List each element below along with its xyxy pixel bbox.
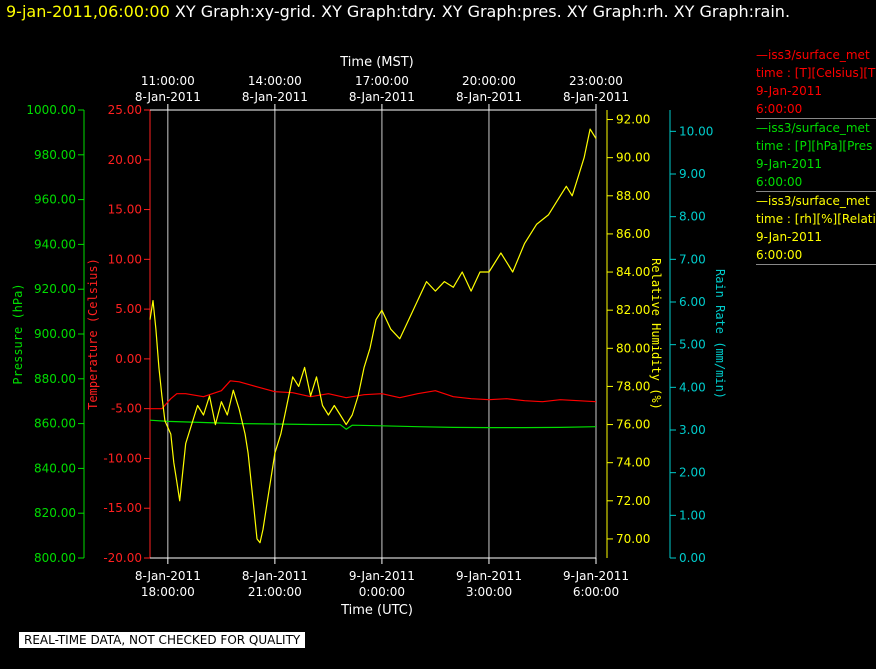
top-tick-date: 8-Jan-2011	[456, 90, 522, 104]
plot-frame	[150, 109, 596, 559]
legend-variable: time : [T][Celsius][T	[756, 66, 876, 80]
bottom-tick-clock: 0:00:00	[359, 585, 405, 599]
rain-tick-label: 8.00	[679, 210, 706, 224]
temperature-tick-label: 15.00	[108, 203, 142, 217]
header-date-time: 9-jan-2011,06:00:00	[6, 2, 170, 21]
temperature-axis-title: Temperature (Celsius)	[86, 258, 100, 410]
legend-variable: time : [rh][%][Relati	[756, 212, 876, 226]
bottom-tick-clock: 6:00:00	[573, 585, 619, 599]
rain-tick-label: 4.00	[679, 380, 706, 394]
pressure-tick-label: 820.00	[34, 506, 76, 520]
legend-source: —iss3/surface_met	[756, 48, 870, 62]
top-tick-clock: 23:00:00	[569, 74, 623, 88]
temperature-tick-label: -5.00	[111, 402, 142, 416]
temperature-tick-label: 0.00	[115, 352, 142, 366]
legend-variable: time : [P][hPa][Pres	[756, 139, 873, 153]
humidity-tick-label: 88.00	[616, 189, 650, 203]
legend-time: 6:00:00	[756, 102, 803, 116]
top-tick-date: 8-Jan-2011	[349, 90, 415, 104]
humidity-tick-label: 70.00	[616, 532, 650, 546]
temperature-tick-label: -10.00	[103, 451, 142, 465]
top-tick-clock: 11:00:00	[141, 74, 195, 88]
rain-tick-label: 2.00	[679, 466, 706, 480]
rain-tick-label: 5.00	[679, 338, 706, 352]
humidity-axis-title: Relative Humidity (%)	[649, 258, 663, 410]
bottom-tick-date: 9-Jan-2011	[563, 569, 629, 583]
rain-tick-label: 7.00	[679, 252, 706, 266]
rain-tick-label: 9.00	[679, 167, 706, 181]
humidity-tick-label: 90.00	[616, 151, 650, 165]
temperature-tick-label: -20.00	[103, 551, 142, 565]
legend-entry-humidity: —iss3/surface_met time : [rh][%][Relati …	[756, 192, 876, 265]
pressure-tick-label: 840.00	[34, 461, 76, 475]
rain-tick-label: 6.00	[679, 295, 706, 309]
quality-note: REAL-TIME DATA, NOT CHECKED FOR QUALITY	[19, 632, 306, 648]
grid-lines	[167, 110, 597, 558]
legend-date: 9-Jan-2011	[756, 230, 822, 244]
rain-axis-title: Rain Rate (mm/min)	[713, 269, 727, 399]
legend: —iss3/surface_met time : [T][Celsius][T …	[756, 46, 876, 265]
bottom-tick-clock: 18:00:00	[141, 585, 195, 599]
pressure-tick-label: 980.00	[34, 148, 76, 162]
temperature-tick-label: 10.00	[108, 252, 142, 266]
pressure-tick-label: 800.00	[34, 551, 76, 565]
humidity-tick-label: 84.00	[616, 265, 650, 279]
legend-source: —iss3/surface_met	[756, 194, 870, 208]
humidity-tick-label: 74.00	[616, 456, 650, 470]
temperature-tick-label: -15.00	[103, 501, 142, 515]
humidity-tick-label: 78.00	[616, 379, 650, 393]
header-graph-titles: XY Graph:xy-grid. XY Graph:tdry. XY Grap…	[174, 2, 791, 21]
pressure-tick-label: 860.00	[34, 417, 76, 431]
series-layer	[149, 128, 597, 544]
bottom-tick-date: 9-Jan-2011	[456, 569, 522, 583]
top-axis-title: Time (MST)	[339, 55, 414, 70]
bottom-tick-clock: 3:00:00	[466, 585, 512, 599]
top-tick-clock: 14:00:00	[248, 74, 302, 88]
legend-time: 6:00:00	[756, 248, 803, 262]
humidity-tick-label: 82.00	[616, 303, 650, 317]
rain-tick-label: 0.00	[679, 551, 706, 565]
axis-ticks: 8-Jan-2011 18:00:00 8-Jan-2011 21:00:00 9-Ja…	[11, 74, 727, 599]
rain-tick-label: 1.00	[679, 508, 706, 522]
legend-entry-temperature: —iss3/surface_met time : [T][Celsius][T …	[756, 46, 876, 119]
humidity-tick-label: 80.00	[616, 341, 650, 355]
pressure-tick-label: 920.00	[34, 282, 76, 296]
humidity-tick-label: 86.00	[616, 227, 650, 241]
header-title: 9-jan-2011,06:00:00 XY Graph:xy-grid. XY…	[6, 2, 790, 21]
rain-tick-label: 3.00	[679, 423, 706, 437]
pressure-series-line	[149, 419, 597, 430]
rain-tick-label: 10.00	[679, 124, 713, 138]
legend-date: 9-Jan-2011	[756, 157, 822, 171]
pressure-tick-label: 880.00	[34, 372, 76, 386]
bottom-tick-date: 8-Jan-2011	[135, 569, 201, 583]
top-tick-clock: 17:00:00	[355, 74, 409, 88]
temperature-tick-label: 25.00	[108, 103, 142, 117]
pressure-axis-title: Pressure (hPa)	[11, 283, 25, 384]
legend-date: 9-Jan-2011	[756, 84, 822, 98]
bottom-tick-date: 8-Jan-2011	[242, 569, 308, 583]
humidity-tick-label: 76.00	[616, 418, 650, 432]
top-tick-date: 8-Jan-2011	[242, 90, 308, 104]
bottom-tick-clock: 21:00:00	[248, 585, 302, 599]
humidity-tick-label: 92.00	[616, 113, 650, 127]
top-tick-date: 8-Jan-2011	[563, 90, 629, 104]
temperature-tick-label: 5.00	[115, 302, 142, 316]
bottom-axis-title: Time (UTC)	[340, 603, 413, 618]
legend-entry-pressure: —iss3/surface_met time : [P][hPa][Pres 9…	[756, 119, 876, 192]
temperature-tick-label: 20.00	[108, 153, 142, 167]
temperature-series-line	[150, 380, 597, 410]
humidity-tick-label: 72.00	[616, 494, 650, 508]
top-tick-clock: 20:00:00	[462, 74, 516, 88]
bottom-tick-date: 9-Jan-2011	[349, 569, 415, 583]
legend-source: —iss3/surface_met	[756, 121, 870, 135]
pressure-tick-label: 940.00	[34, 237, 76, 251]
pressure-tick-label: 1000.00	[26, 103, 76, 117]
pressure-tick-label: 960.00	[34, 193, 76, 207]
legend-time: 6:00:00	[756, 175, 803, 189]
pressure-tick-label: 900.00	[34, 327, 76, 341]
top-tick-date: 8-Jan-2011	[135, 90, 201, 104]
humidity-series-line	[149, 128, 597, 544]
